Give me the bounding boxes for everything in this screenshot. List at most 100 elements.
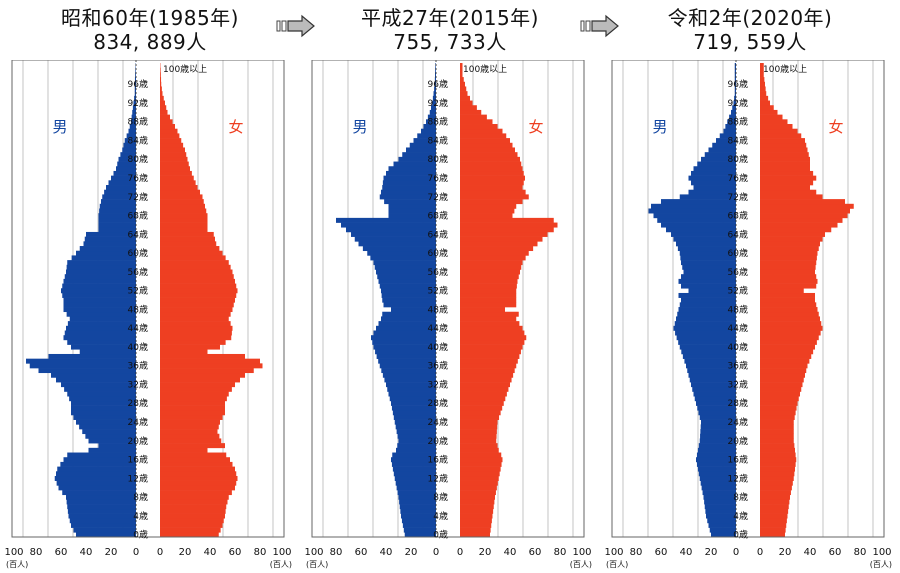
bar-male [394, 475, 436, 481]
age-tick-label: 4歳 [433, 510, 448, 522]
age-tick-label: 52歳 [728, 285, 748, 297]
bar-female [460, 532, 490, 538]
bar-male [704, 504, 736, 510]
bar-female [160, 274, 234, 280]
bar-female [760, 339, 817, 345]
bar-male [704, 152, 736, 158]
bar-female [160, 264, 231, 270]
bar-female [760, 241, 820, 247]
bar-female [760, 278, 818, 284]
bar-male [388, 203, 436, 209]
bar-male [700, 433, 736, 439]
bar-female [160, 124, 175, 130]
x-tick-label: 40 [204, 547, 217, 558]
bar-male [396, 429, 436, 435]
bar-female [760, 494, 790, 500]
bar-male [71, 405, 136, 411]
bar-female [460, 405, 503, 411]
bar-female [760, 194, 823, 200]
bar-female [760, 124, 793, 130]
bar-male [29, 363, 136, 369]
bar-female [160, 227, 208, 233]
bar-female [460, 353, 520, 359]
bar-female [460, 480, 498, 486]
bar-female [460, 297, 517, 303]
bar-male [676, 241, 736, 247]
bar-male [64, 274, 136, 280]
unit-label: (百人) [606, 560, 628, 569]
bar-female [760, 461, 796, 467]
bar-male [392, 466, 436, 472]
population-pyramid-1985: 0歳 4歳 8歳 12歳 16歳 20歳 24歳 28歳 32歳 36歳 40歳 44歳 48歳 52歳 5… [4, 60, 292, 569]
bar-male [132, 109, 136, 115]
bar-male [63, 335, 136, 341]
top-age-label: 100歳以上 [163, 63, 207, 75]
bar-male [379, 283, 436, 289]
plot-frame [611, 60, 885, 538]
age-label-column [136, 60, 160, 537]
bar-male [673, 236, 736, 242]
bar-female [460, 109, 482, 115]
age-tick-label: 96歳 [128, 78, 148, 90]
bar-male [698, 410, 736, 416]
bar-female [160, 400, 225, 406]
bar-female [760, 208, 850, 214]
bar-female [460, 447, 499, 453]
bar-female [160, 67, 161, 73]
bar-male [131, 114, 136, 120]
bar-male [648, 208, 736, 214]
bar-female [460, 264, 522, 270]
bar-female [760, 264, 816, 270]
bar-female [160, 471, 237, 477]
bar-female [460, 485, 497, 491]
bar-male [54, 475, 136, 481]
bar-female [160, 302, 234, 308]
bar-male [426, 119, 436, 125]
bar-male [123, 142, 136, 148]
bar-female [160, 382, 235, 388]
bar-female [760, 260, 817, 266]
bar-female [460, 175, 525, 181]
bar-male [392, 452, 436, 458]
bar-male [86, 231, 136, 237]
bar-female [760, 499, 790, 505]
bar-male [71, 255, 136, 261]
bar-female [160, 95, 164, 101]
bar-female [760, 438, 794, 444]
bar-female [760, 405, 797, 411]
age-tick-label: 40歳 [128, 341, 148, 353]
bar-female [460, 302, 517, 308]
age-tick-label: 64歳 [428, 228, 448, 240]
bar-male [388, 213, 436, 219]
bar-male [712, 142, 736, 148]
bar-male [398, 438, 436, 444]
bar-male [371, 335, 436, 341]
bar-female [760, 236, 823, 242]
bar-female [760, 114, 783, 120]
bar-male [98, 213, 136, 219]
bar-female [460, 241, 538, 247]
age-tick-label: 32歳 [428, 378, 448, 390]
bar-female [460, 185, 523, 191]
bar-male [134, 95, 136, 101]
bar-male [427, 114, 436, 120]
age-tick-label: 60歳 [728, 247, 748, 259]
bar-female [460, 100, 473, 106]
bar-female [760, 274, 817, 280]
bar-male [393, 161, 436, 167]
bar-female [160, 508, 226, 514]
bar-male [378, 358, 436, 364]
bar-female [760, 283, 817, 289]
age-tick-label: 20歳 [728, 435, 748, 447]
bar-male [681, 349, 736, 355]
age-tick-label: 48歳 [128, 303, 148, 315]
bar-male [432, 95, 436, 101]
bar-female [160, 138, 182, 144]
bar-male [691, 170, 736, 176]
age-tick-label: 28歳 [728, 397, 748, 409]
bar-female [160, 466, 235, 472]
bar-male [376, 353, 436, 359]
bar-female [460, 410, 501, 416]
age-tick-label: 96歳 [728, 78, 748, 90]
age-tick-label: 24歳 [428, 416, 448, 428]
